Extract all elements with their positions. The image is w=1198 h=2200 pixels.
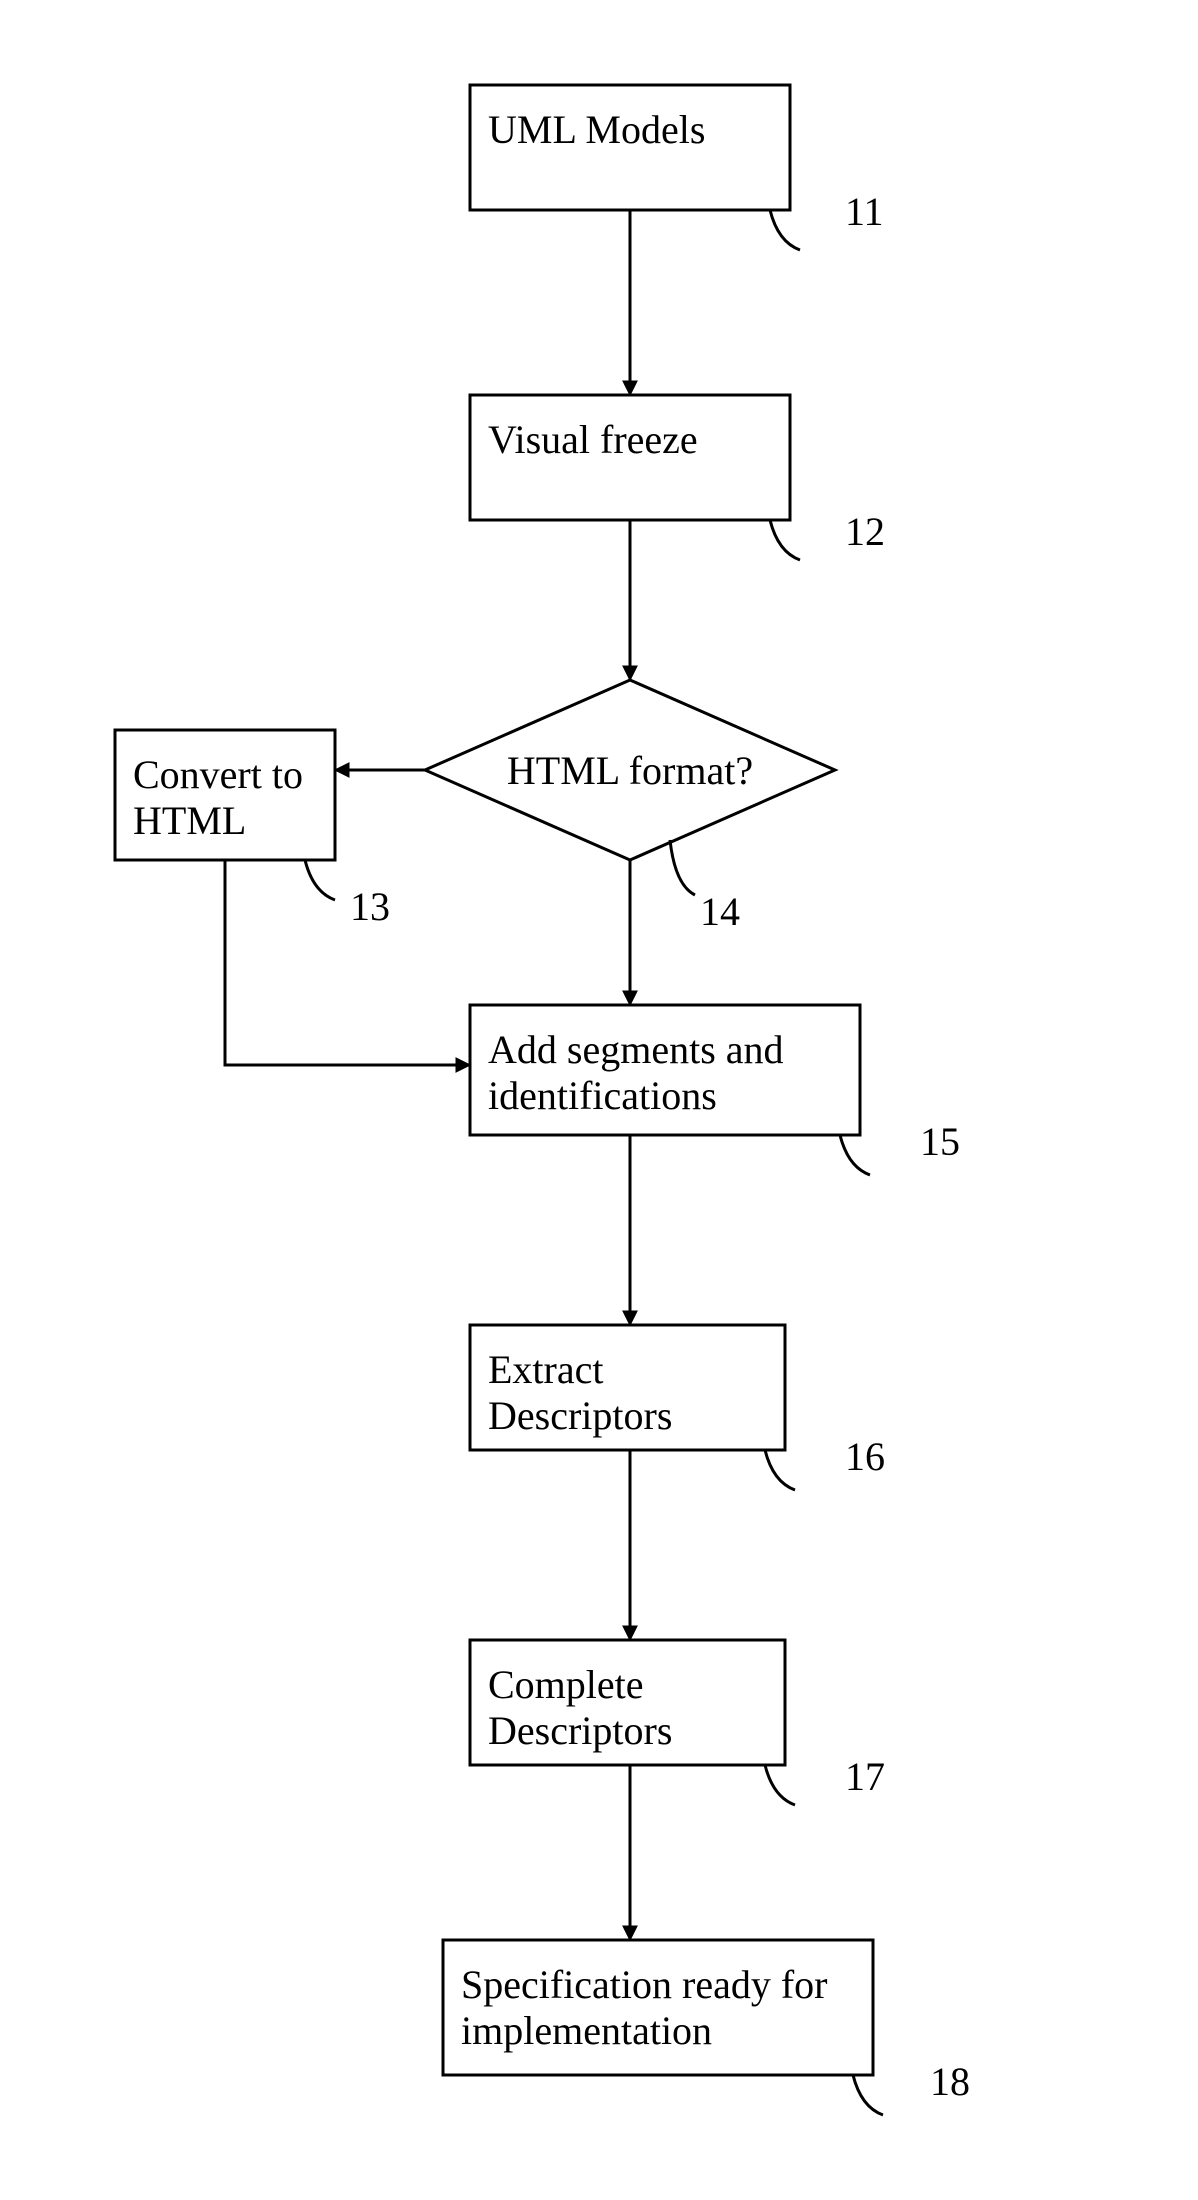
- flowchart-diagram: UML Models 11 Visual freeze 12 HTML format? 1…: [0, 0, 1198, 2200]
- node-label: Extract: [488, 1347, 604, 1392]
- node-label: identifications: [488, 1073, 717, 1118]
- reference-number: 12: [845, 509, 885, 554]
- node-label: HTML format?: [507, 748, 753, 793]
- node-label: Convert to: [133, 752, 303, 797]
- reference-number: 13: [350, 884, 390, 929]
- reference-number: 14: [700, 889, 740, 934]
- reference-number: 17: [845, 1754, 885, 1799]
- node-label: Specification ready for: [461, 1962, 828, 2007]
- reference-number: 18: [930, 2059, 970, 2104]
- node-label: Descriptors: [488, 1393, 672, 1438]
- node-label: HTML: [133, 798, 246, 843]
- node-label: implementation: [461, 2008, 712, 2053]
- node-label: Visual freeze: [488, 417, 698, 462]
- node-label: Add segments and: [488, 1027, 784, 1072]
- reference-number: 11: [845, 189, 884, 234]
- reference-number: 16: [845, 1434, 885, 1479]
- node-label: Descriptors: [488, 1708, 672, 1753]
- node-label: UML Models: [488, 107, 705, 152]
- reference-number: 15: [920, 1119, 960, 1164]
- node-label: Complete: [488, 1662, 644, 1707]
